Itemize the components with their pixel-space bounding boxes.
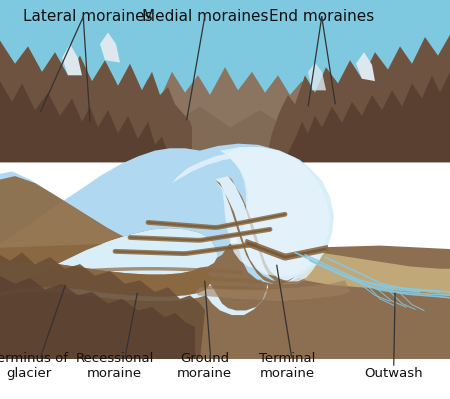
Polygon shape (0, 144, 330, 284)
Polygon shape (0, 81, 178, 359)
Polygon shape (0, 276, 195, 359)
Text: Lateral moraines: Lateral moraines (23, 9, 153, 24)
Polygon shape (265, 35, 450, 359)
Polygon shape (0, 228, 218, 285)
Polygon shape (0, 243, 450, 359)
Text: Terminal
moraine: Terminal moraine (259, 352, 315, 380)
Polygon shape (220, 147, 334, 278)
Polygon shape (196, 280, 350, 301)
Polygon shape (172, 153, 328, 284)
Polygon shape (0, 104, 450, 162)
Polygon shape (0, 67, 450, 162)
Polygon shape (228, 176, 312, 284)
Text: Medial moraines: Medial moraines (141, 9, 268, 24)
Text: End moraines: End moraines (269, 9, 374, 24)
Polygon shape (280, 249, 450, 295)
Polygon shape (0, 104, 450, 162)
Text: Ground
moraine: Ground moraine (177, 352, 232, 380)
Polygon shape (282, 72, 450, 359)
Polygon shape (0, 263, 210, 296)
Text: Outwash: Outwash (364, 367, 423, 380)
Polygon shape (0, 253, 205, 359)
Polygon shape (226, 147, 330, 277)
Polygon shape (356, 52, 375, 81)
Polygon shape (215, 180, 295, 284)
Polygon shape (308, 63, 326, 90)
Text: Recessional
moraine: Recessional moraine (76, 352, 154, 380)
Polygon shape (0, 41, 192, 359)
Polygon shape (0, 0, 450, 162)
Polygon shape (100, 32, 120, 63)
Polygon shape (0, 176, 218, 285)
Text: Terminus of
glacier: Terminus of glacier (0, 352, 68, 380)
Polygon shape (62, 44, 82, 75)
Polygon shape (0, 284, 268, 315)
